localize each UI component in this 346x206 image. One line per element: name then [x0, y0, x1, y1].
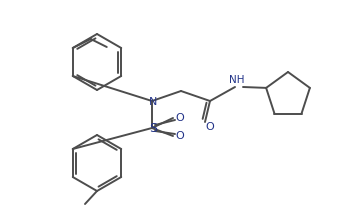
Text: O: O: [206, 122, 215, 132]
Text: O: O: [176, 131, 184, 141]
Text: N: N: [149, 97, 157, 107]
Text: NH: NH: [229, 75, 245, 85]
Text: S: S: [149, 123, 157, 136]
Text: O: O: [176, 113, 184, 123]
